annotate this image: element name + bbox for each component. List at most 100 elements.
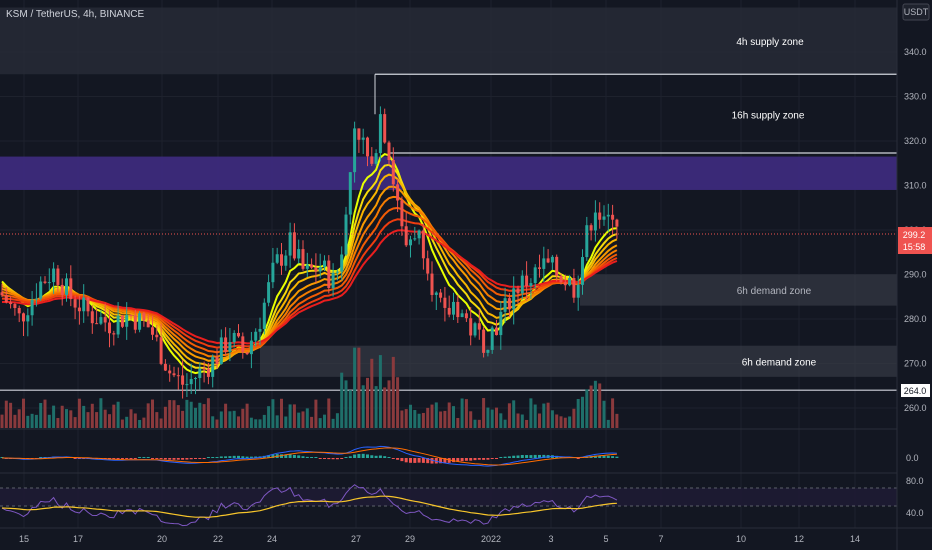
currency-label: USDT (904, 7, 929, 17)
currency-badge[interactable] (902, 3, 930, 21)
macd-histogram-bar (374, 455, 378, 458)
macd-histogram-bar (464, 458, 468, 461)
macd-histogram-bar (146, 457, 150, 458)
volume-bar (499, 413, 503, 428)
volume-bar (26, 415, 30, 428)
candle-body (176, 375, 180, 377)
candle-body (43, 281, 47, 283)
volume-bar (108, 414, 111, 428)
volume-bar (477, 419, 481, 428)
candle-body (361, 137, 365, 140)
macd-histogram-bar (507, 456, 511, 458)
volume-bar (202, 404, 206, 428)
candle-body (314, 267, 318, 272)
candle-body (86, 297, 90, 312)
candle-body (499, 311, 503, 336)
macd-histogram-bar (602, 455, 606, 458)
volume-bar (443, 410, 447, 428)
volume-bar (301, 411, 305, 428)
macd-histogram-bar (340, 458, 344, 459)
time-tick-label: 3 (548, 534, 553, 544)
candle-body (611, 214, 615, 220)
volume-bar (404, 409, 408, 428)
volume-bar (512, 400, 516, 428)
zone-label: 16h supply zone (732, 110, 805, 121)
volume-bar (555, 414, 559, 428)
candle-body (378, 114, 382, 154)
volume-bar (503, 419, 507, 428)
candle-body (138, 313, 142, 330)
volume-bar (426, 407, 430, 428)
volume-bar (598, 383, 602, 428)
macd-histogram-bar (529, 455, 533, 458)
volume-bar (335, 413, 339, 428)
candle-body (602, 216, 606, 220)
candle-body (228, 342, 232, 352)
volume-bar (581, 396, 584, 428)
macd-histogram-bar (129, 458, 133, 459)
volume-bar (116, 401, 120, 428)
macd-histogram-bar (606, 455, 610, 458)
macd-histogram-bar (576, 458, 580, 459)
volume-bar (314, 399, 318, 428)
candle-body (318, 267, 322, 272)
macd-histogram-bar (452, 458, 455, 463)
volume-bar (65, 409, 68, 428)
candle-body (219, 337, 223, 365)
macd-histogram-bar (271, 454, 275, 458)
macd-histogram-bar (353, 454, 357, 458)
candle-body (189, 379, 193, 385)
macd-histogram-bar (133, 458, 137, 459)
volume-bar (271, 399, 275, 428)
zone-rect[interactable] (580, 274, 897, 306)
candle-body (108, 322, 111, 334)
zone-label: 4h supply zone (736, 37, 804, 48)
volume-bar (482, 398, 486, 428)
candle-body (172, 373, 176, 376)
volume-bar (13, 414, 17, 428)
candle-body (4, 295, 8, 303)
macd-histogram-bar (280, 454, 283, 458)
volume-bar (538, 413, 541, 428)
candle-body (163, 363, 167, 371)
time-axis[interactable]: 15 17 20 22 24 27 29 2022 3 5 7 10 12 14 (19, 534, 860, 544)
candle-body (525, 275, 529, 286)
candle-body (90, 311, 94, 324)
candle-body (17, 307, 21, 314)
volume-bar (529, 398, 533, 428)
candle-body (344, 214, 348, 255)
candle-body (275, 254, 279, 263)
macd-histogram-bar (116, 458, 120, 459)
candle-body (383, 114, 387, 143)
volume-bar (77, 398, 81, 428)
candle-body (133, 315, 137, 330)
candle-body (615, 219, 619, 227)
macd-histogram-bar (378, 455, 382, 458)
macd-histogram-bar (370, 455, 374, 458)
zone-label: 6h demand zone (737, 286, 812, 297)
zone-rect[interactable] (0, 7, 897, 75)
candle-body (116, 315, 120, 335)
volume-bar (550, 410, 554, 428)
candle-body (516, 288, 520, 294)
candle-body (331, 272, 335, 289)
macd-histogram-bar (142, 457, 146, 458)
rsi-axis-label-40: 40.0 (906, 508, 924, 518)
candle-body (224, 337, 228, 352)
macd-histogram-bar (314, 457, 318, 458)
zone-rect[interactable] (260, 345, 897, 377)
macd-histogram-bar (232, 455, 236, 458)
zone-rect[interactable] (0, 156, 897, 190)
time-tick-label: 15 (19, 534, 29, 544)
candle-body (73, 299, 77, 308)
macd-histogram-bar (538, 454, 541, 458)
candle-body (181, 375, 185, 385)
volume-bar (249, 417, 253, 428)
candle-body (198, 368, 202, 379)
price-axis[interactable] (897, 0, 932, 550)
macd-histogram-bar (155, 458, 159, 459)
macd-histogram-bar (447, 458, 451, 463)
candle-body (211, 356, 215, 377)
volume-bar (331, 418, 335, 428)
